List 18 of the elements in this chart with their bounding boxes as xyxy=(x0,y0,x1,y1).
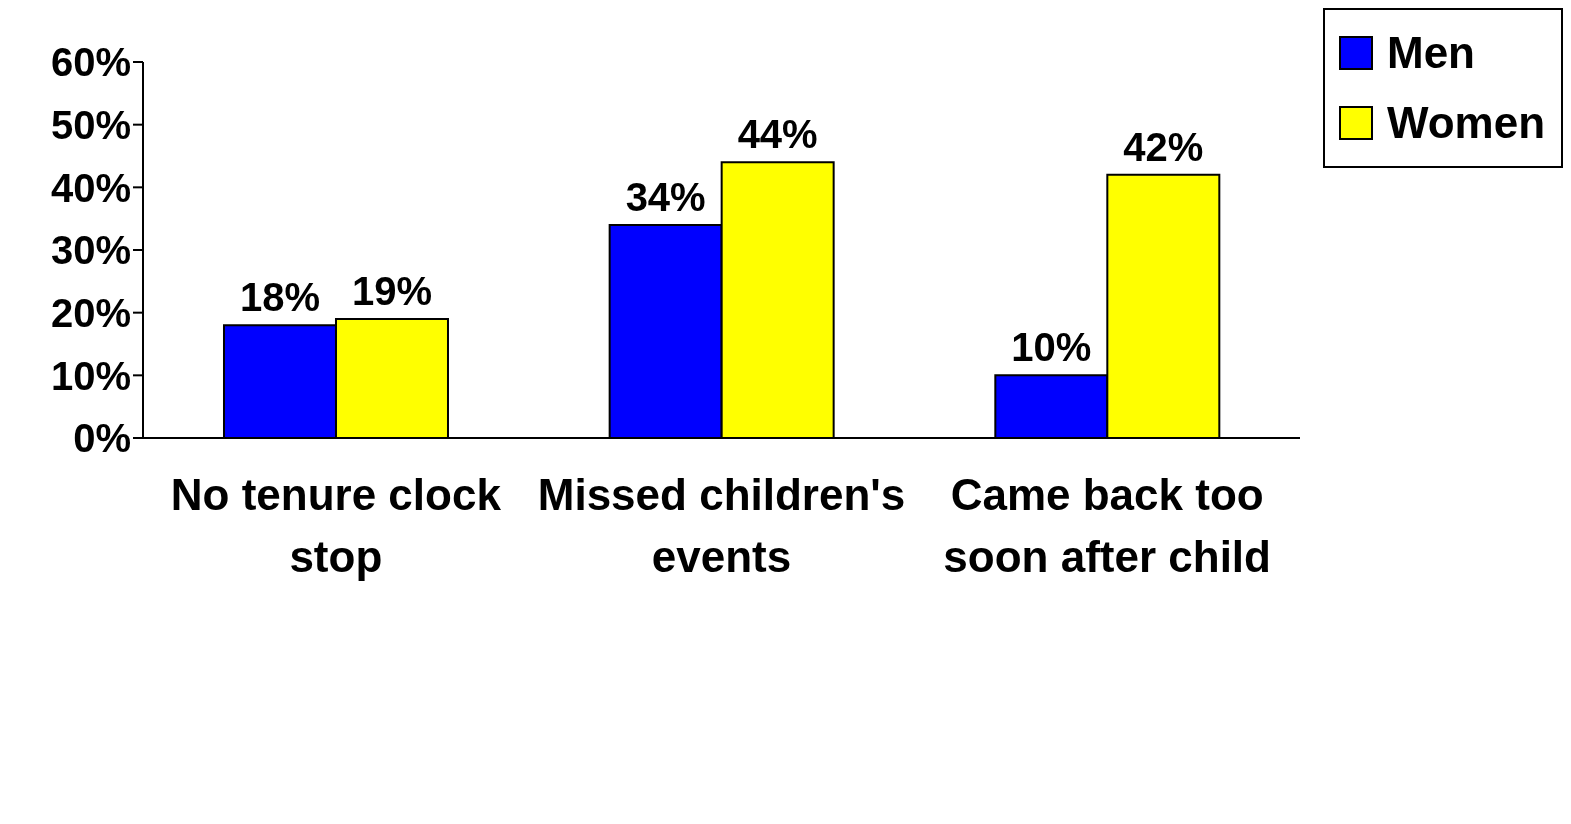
y-tick-label: 30% xyxy=(50,228,131,273)
legend-label: Women xyxy=(1387,98,1546,148)
y-tick-label: 20% xyxy=(50,290,131,335)
x-tick-label: No tenure clock stop xyxy=(170,470,502,581)
y-tick-label: 60% xyxy=(50,40,131,85)
y-tick-label: 40% xyxy=(50,165,131,210)
y-tick-label: 0% xyxy=(73,416,131,461)
data-label: 44% xyxy=(737,112,818,157)
data-label: 19% xyxy=(351,268,433,313)
y-tick-label: 50% xyxy=(50,102,131,147)
data-label: 10% xyxy=(1011,325,1092,370)
x-tick-label: Came back too soon after child xyxy=(943,470,1271,581)
data-label: 42% xyxy=(1123,124,1204,169)
data-label: 18% xyxy=(239,275,321,320)
legend-label: Men xyxy=(1387,28,1475,78)
x-tick-label: Missed children's events xyxy=(537,470,906,581)
y-tick-label: 10% xyxy=(50,353,131,398)
data-label: 34% xyxy=(625,174,706,219)
